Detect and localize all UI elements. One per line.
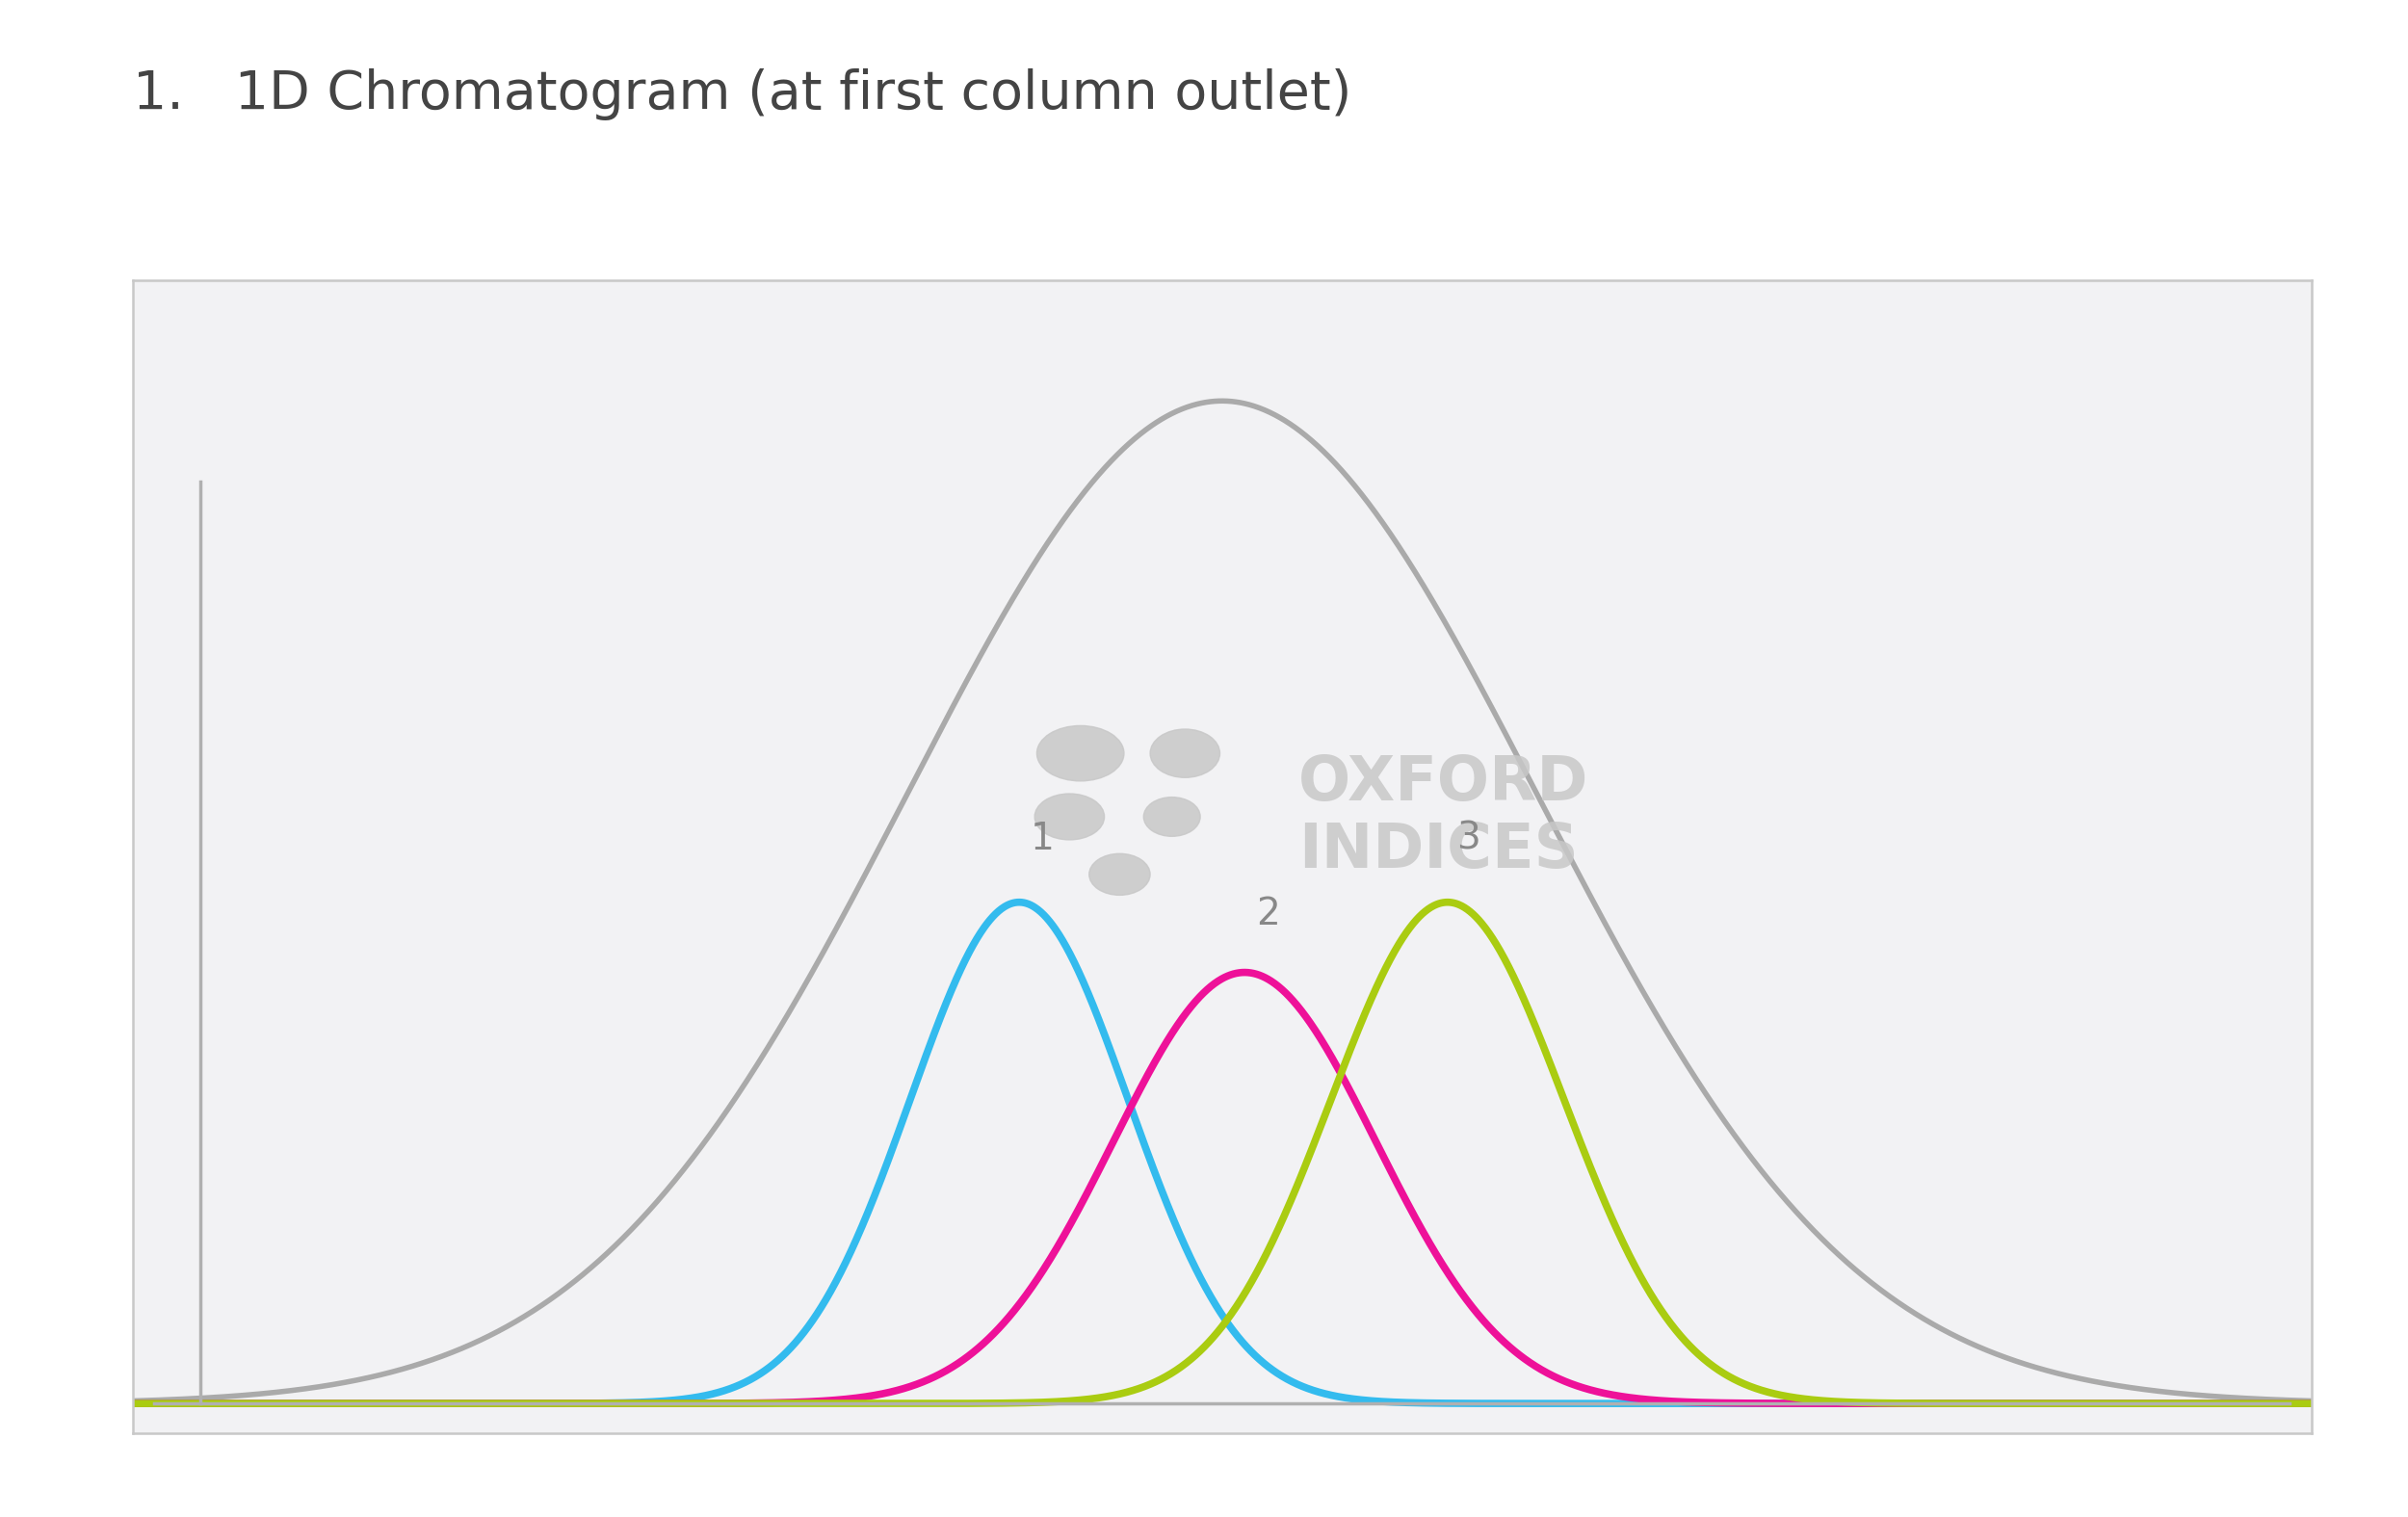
Ellipse shape (1144, 796, 1199, 836)
Ellipse shape (1151, 730, 1221, 778)
Text: 1: 1 (1031, 821, 1055, 857)
Ellipse shape (1035, 793, 1105, 840)
Text: OXFORD
INDICES: OXFORD INDICES (1298, 754, 1589, 880)
Ellipse shape (1088, 854, 1151, 895)
Ellipse shape (1038, 725, 1125, 781)
Text: 2: 2 (1257, 895, 1279, 933)
Text: 3: 3 (1457, 821, 1481, 857)
Text: 1.   1D Chromatogram (at first column outlet): 1. 1D Chromatogram (at first column outl… (132, 68, 1351, 120)
